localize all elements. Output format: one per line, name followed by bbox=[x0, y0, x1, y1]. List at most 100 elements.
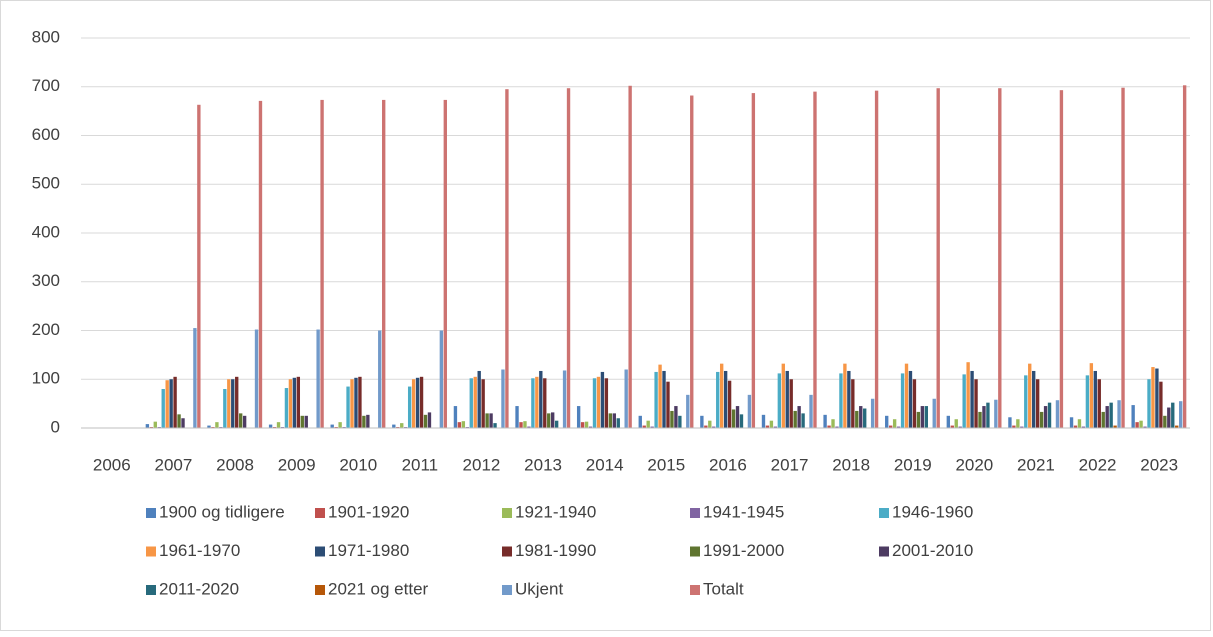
bar bbox=[1073, 425, 1078, 428]
legend-label: 1981-1990 bbox=[515, 541, 596, 560]
bar bbox=[423, 414, 428, 428]
bar bbox=[481, 379, 485, 428]
bar bbox=[223, 389, 227, 428]
bar bbox=[477, 370, 481, 428]
bar bbox=[708, 420, 712, 428]
bar bbox=[831, 419, 835, 428]
bar bbox=[284, 388, 289, 428]
bar bbox=[531, 378, 535, 428]
bar bbox=[427, 412, 432, 428]
bar bbox=[974, 379, 978, 428]
bar bbox=[235, 376, 239, 428]
bar bbox=[543, 378, 547, 428]
x-tick-label: 2014 bbox=[586, 455, 624, 474]
bar bbox=[551, 412, 555, 428]
bar bbox=[994, 399, 998, 428]
bar bbox=[461, 421, 466, 428]
bar bbox=[1117, 400, 1121, 428]
bar bbox=[874, 90, 879, 429]
x-tick-label: 2011 bbox=[402, 455, 439, 474]
bar bbox=[554, 420, 559, 428]
bar bbox=[870, 398, 875, 428]
bar bbox=[1069, 417, 1074, 428]
bar bbox=[616, 418, 620, 428]
bar bbox=[469, 378, 473, 428]
bar bbox=[966, 362, 970, 428]
bar bbox=[1178, 401, 1183, 428]
bar bbox=[1020, 426, 1024, 428]
legend-label: Ukjent bbox=[515, 579, 563, 598]
bar bbox=[1085, 375, 1090, 428]
bar bbox=[1182, 85, 1187, 428]
bar bbox=[773, 426, 778, 428]
bar bbox=[751, 93, 756, 429]
bar bbox=[193, 328, 197, 428]
bar bbox=[519, 422, 523, 428]
bar bbox=[839, 373, 843, 428]
bar bbox=[912, 379, 917, 428]
bar bbox=[970, 370, 974, 428]
x-tick-label: 2013 bbox=[524, 455, 562, 474]
bar bbox=[747, 394, 752, 428]
bar bbox=[892, 419, 897, 428]
bar bbox=[1143, 426, 1147, 428]
bar bbox=[1139, 420, 1143, 428]
bar bbox=[612, 413, 616, 428]
bar bbox=[646, 420, 650, 428]
bar bbox=[978, 411, 982, 428]
bar bbox=[400, 423, 404, 428]
x-tick-label: 2015 bbox=[647, 455, 685, 474]
bar bbox=[628, 85, 632, 429]
bar bbox=[1135, 422, 1139, 428]
legend-swatch bbox=[315, 585, 325, 595]
bar bbox=[1159, 381, 1163, 428]
bar bbox=[1093, 370, 1097, 428]
bar bbox=[777, 373, 782, 428]
legend-swatch bbox=[502, 546, 512, 557]
bar bbox=[358, 376, 362, 428]
bar bbox=[362, 415, 366, 428]
y-tick-label: 200 bbox=[32, 320, 60, 339]
x-tick-label: 2022 bbox=[1079, 455, 1117, 474]
bar bbox=[304, 415, 308, 428]
bar bbox=[566, 88, 571, 429]
bar bbox=[712, 426, 716, 428]
bar bbox=[946, 415, 951, 428]
bar bbox=[986, 402, 990, 428]
legend-swatch bbox=[146, 585, 156, 595]
bar bbox=[793, 410, 797, 428]
bar bbox=[900, 373, 905, 428]
bar bbox=[731, 409, 736, 428]
bar bbox=[735, 406, 740, 428]
legend-label: 1921-1940 bbox=[515, 502, 596, 521]
bar bbox=[181, 418, 185, 428]
bar bbox=[1131, 405, 1135, 428]
y-tick-label: 300 bbox=[32, 271, 60, 290]
bar bbox=[268, 424, 273, 428]
x-tick-label: 2023 bbox=[1140, 455, 1178, 474]
bar bbox=[962, 374, 966, 428]
bar bbox=[238, 413, 243, 428]
bar bbox=[1113, 425, 1117, 428]
bar bbox=[950, 425, 954, 428]
bar bbox=[674, 406, 678, 428]
bar bbox=[419, 376, 424, 428]
bar bbox=[1155, 368, 1159, 428]
bar bbox=[1105, 406, 1109, 428]
bar bbox=[916, 411, 921, 428]
bar bbox=[789, 379, 793, 428]
bar bbox=[998, 88, 1002, 429]
bar bbox=[662, 370, 666, 428]
bar bbox=[580, 422, 585, 428]
bar bbox=[604, 378, 609, 428]
bar bbox=[258, 100, 263, 428]
legend-label: 1900 og tidligere bbox=[159, 502, 285, 521]
y-tick-label: 400 bbox=[32, 222, 60, 241]
bar bbox=[1043, 406, 1048, 428]
bar bbox=[723, 370, 728, 428]
bar bbox=[624, 369, 628, 428]
bar bbox=[515, 406, 519, 428]
x-tick-label: 2010 bbox=[339, 455, 377, 474]
bar bbox=[851, 379, 855, 428]
bar bbox=[169, 379, 173, 428]
